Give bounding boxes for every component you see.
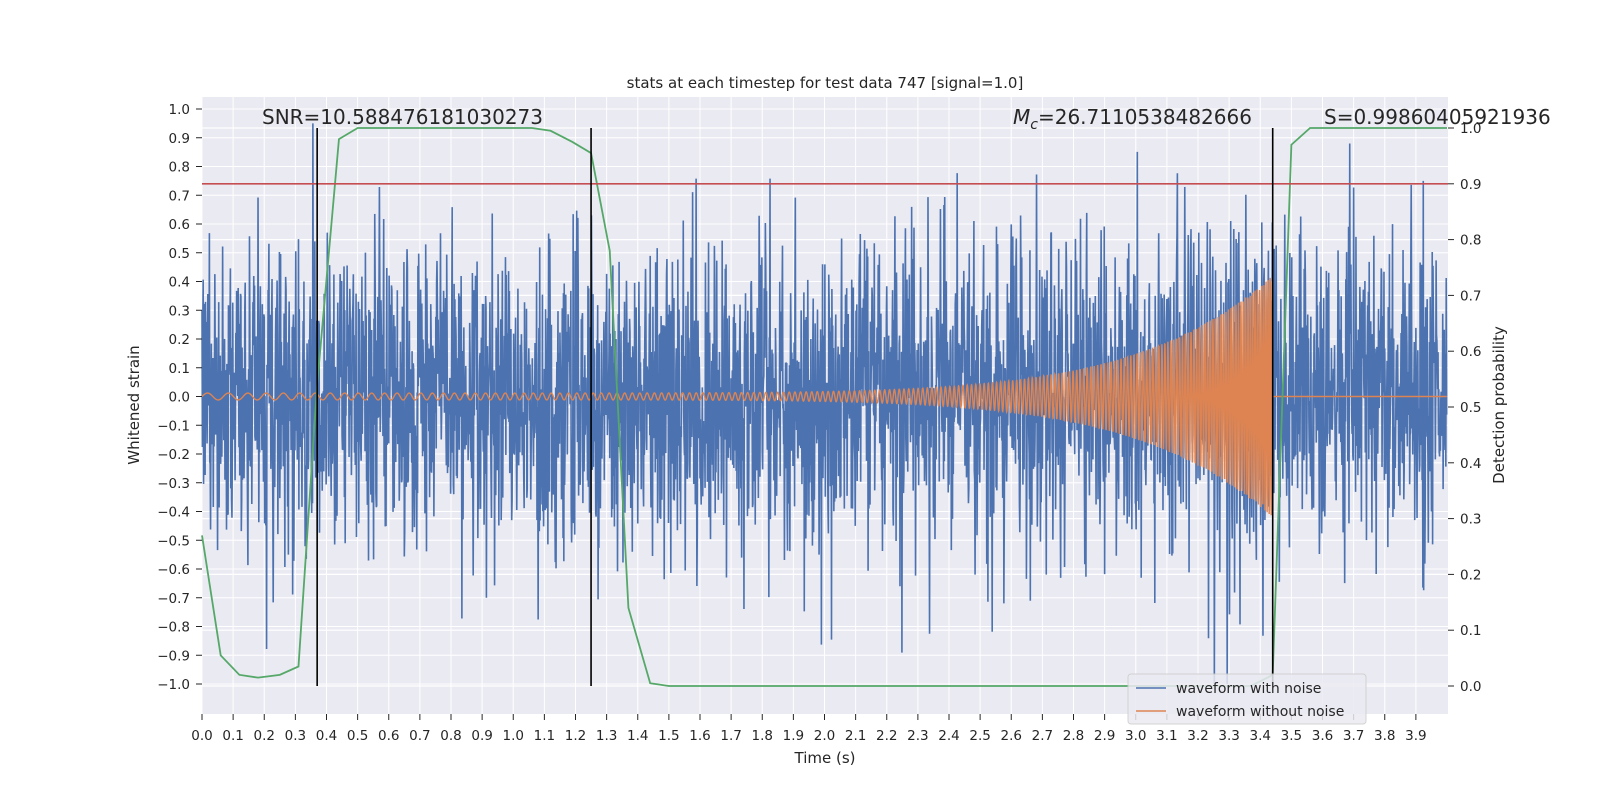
y-tick-label: −0.5	[157, 533, 190, 549]
y-tick-labels: 1.0 0.9 0.8 0.7 0.6 0.5 0.4 0.3 0.2 0.1 0.0 −0.1 −0.…	[157, 102, 202, 693]
legend-label-noise: waveform with noise	[1176, 681, 1321, 697]
y-tick-label: 0.5	[169, 246, 190, 262]
x-tick-label: 0.9	[471, 728, 492, 744]
y2-axis-title: Detection probability	[1490, 326, 1508, 484]
y-tick-label: 0.0	[169, 390, 190, 406]
y-tick-label: 0.3	[169, 303, 190, 319]
x-tick-label: 3.5	[1281, 728, 1302, 744]
y-tick-label: −0.2	[157, 447, 190, 463]
y2-tick-label: 0.0	[1460, 679, 1481, 695]
x-tick-label: 3.2	[1187, 728, 1208, 744]
x-tick-label: 3.9	[1405, 728, 1426, 744]
y-tick-label: 0.6	[169, 217, 190, 233]
y2-tick-label: 0.2	[1460, 567, 1481, 583]
x-tick-label: 1.0	[503, 728, 524, 744]
y-tick-label: −1.0	[157, 677, 190, 693]
y2-tick-label: 0.4	[1460, 456, 1481, 472]
x-tick-label: 2.0	[814, 728, 835, 744]
x-tick-label: 0.3	[285, 728, 306, 744]
y2-tick-label: 0.8	[1460, 233, 1481, 249]
x-tick-label: 3.6	[1312, 728, 1333, 744]
y-tick-label: −0.4	[157, 505, 190, 521]
x-tick-label: 0.7	[409, 728, 430, 744]
x-tick-label: 0.0	[191, 728, 212, 744]
y-tick-label: −0.1	[157, 418, 190, 434]
x-tick-label: 2.7	[1032, 728, 1053, 744]
x-tick-label: 2.5	[969, 728, 990, 744]
x-tick-label: 1.7	[720, 728, 741, 744]
x-tick-label: 1.1	[534, 728, 555, 744]
x-tick-label: 3.7	[1343, 728, 1364, 744]
y2-tick-labels: 1.0 0.9 0.8 0.7 0.6 0.5 0.4 0.3 0.2 0.1 0.0	[1448, 121, 1481, 695]
x-tick-label: 2.1	[845, 728, 866, 744]
x-tick-label: 1.3	[596, 728, 617, 744]
x-tick-label: 2.2	[876, 728, 897, 744]
x-tick-label: 0.2	[254, 728, 275, 744]
y-tick-label: −0.3	[157, 476, 190, 492]
legend-label-clean: waveform without noise	[1176, 704, 1344, 720]
y-tick-label: 0.8	[169, 160, 190, 176]
x-tick-label: 1.9	[783, 728, 804, 744]
x-tick-label: 0.5	[347, 728, 368, 744]
x-tick-label: 3.3	[1218, 728, 1239, 744]
x-tick-label: 0.6	[378, 728, 399, 744]
chirp-mass-value: =26.7110538482666	[1038, 105, 1252, 129]
y-tick-label: −0.9	[157, 648, 190, 664]
y-axis-title: Whitened strain	[125, 345, 143, 464]
s-annotation: S=0.99860405921936	[1324, 105, 1551, 129]
y2-tick-label: 0.1	[1460, 623, 1481, 639]
event-markers	[316, 128, 1274, 686]
legend: waveform with noise waveform without noi…	[1127, 673, 1367, 725]
y-tick-label: 0.4	[169, 275, 190, 291]
series-waveform-without-noise	[201, 277, 1447, 516]
y-tick-label: 0.9	[169, 131, 190, 147]
x-tick-label: 1.8	[752, 728, 773, 744]
x-tick-label: 2.4	[938, 728, 959, 744]
y2-tick-label: 0.7	[1460, 288, 1481, 304]
x-tick-label: 1.4	[627, 728, 648, 744]
x-tick-label: 1.6	[689, 728, 710, 744]
snr-annotation: SNR=10.588476181030273	[262, 105, 543, 129]
x-tick-label: 2.6	[1001, 728, 1022, 744]
x-tick-label: 2.3	[907, 728, 928, 744]
x-tick-label: 3.8	[1374, 728, 1395, 744]
y-tick-label: −0.8	[157, 620, 190, 636]
y-tick-label: −0.7	[157, 591, 190, 607]
x-axis-title: Time (s)	[794, 749, 856, 767]
y2-tick-label: 0.6	[1460, 344, 1481, 360]
x-tick-label: 2.8	[1063, 728, 1084, 744]
y-tick-label: 0.7	[169, 188, 190, 204]
chirp-mass-subscript: c	[1030, 117, 1038, 133]
clean-line	[201, 277, 1447, 516]
y-tick-label: −0.6	[157, 562, 190, 578]
y2-tick-label: 0.5	[1460, 400, 1481, 416]
chirp-mass-annotation: Mc=26.7110538482666	[1013, 105, 1252, 133]
x-tick-label: 3.4	[1250, 728, 1271, 744]
x-tick-label: 1.2	[565, 728, 586, 744]
x-tick-label: 0.4	[316, 728, 337, 744]
x-tick-label: 3.1	[1156, 728, 1177, 744]
y2-tick-label: 1.0	[1460, 121, 1481, 137]
y2-tick-label: 0.9	[1460, 177, 1481, 193]
y-tick-label: 0.2	[169, 332, 190, 348]
legend-box	[1127, 673, 1367, 725]
x-tick-label: 2.9	[1094, 728, 1115, 744]
y-tick-label: 0.1	[169, 361, 190, 377]
x-tick-label: 0.8	[440, 728, 461, 744]
x-tick-label: 0.1	[222, 728, 243, 744]
y-tick-label: 1.0	[169, 102, 190, 118]
y2-tick-label: 0.3	[1460, 512, 1481, 528]
chart-title: stats at each timestep for test data 747…	[627, 74, 1024, 92]
x-tick-labels: 0.0 0.1 0.2 0.3 0.4 0.5 0.6 0.7 0.8 0.9 1.0 1.1 1.2 1…	[191, 714, 1427, 744]
x-tick-label: 1.5	[658, 728, 679, 744]
x-tick-label: 3.0	[1125, 728, 1146, 744]
chirp-mass-symbol: M	[1013, 105, 1030, 129]
